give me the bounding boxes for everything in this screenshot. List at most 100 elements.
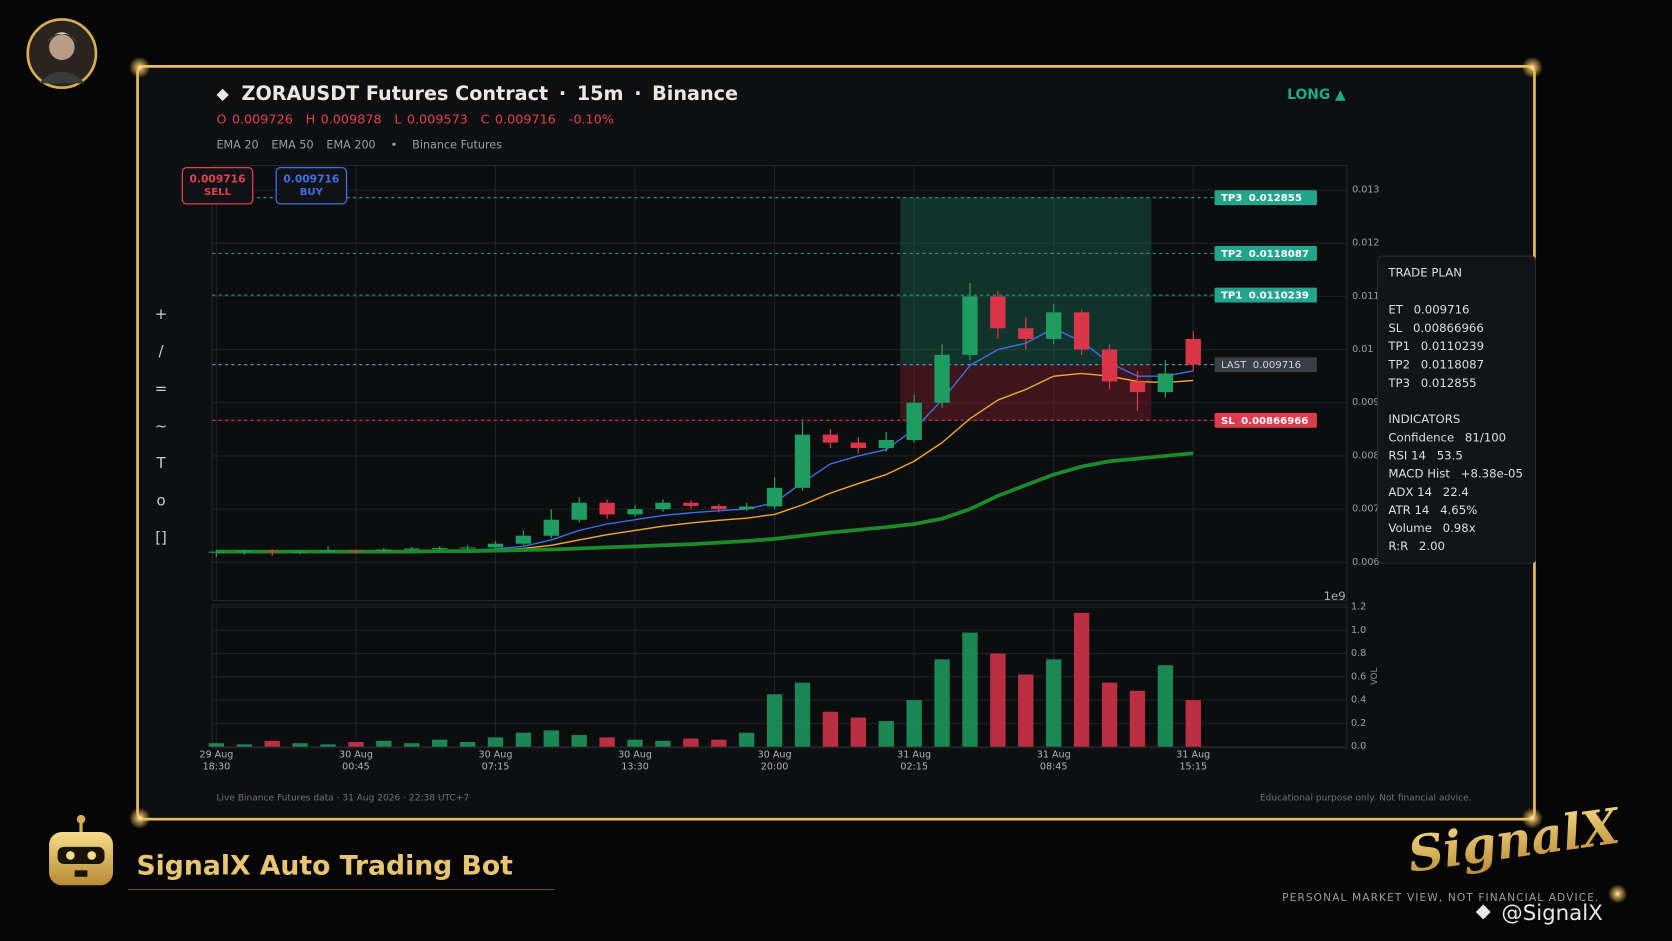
tool-button[interactable]: o	[156, 491, 165, 509]
volume-bar	[1018, 674, 1034, 747]
order-side: BUY	[300, 187, 324, 198]
ohlc-key: H	[306, 112, 316, 127]
level-label: SL 0.00866966	[1221, 416, 1308, 427]
frame-sparkles	[129, 56, 1628, 904]
tool-button[interactable]: []	[155, 529, 167, 547]
x-tick-label: 30 Aug	[479, 750, 513, 761]
volume-bar	[683, 738, 699, 747]
candle-body	[878, 439, 894, 448]
legend-entry: EMA 20	[216, 138, 258, 151]
y-exponent: 1e9	[1324, 589, 1346, 603]
plan-key: TP1	[1387, 339, 1410, 353]
bot-icon	[49, 814, 114, 886]
order-side: SELL	[204, 187, 232, 198]
candle-body	[487, 543, 504, 548]
order-price: 0.009716	[190, 172, 246, 185]
candle-body	[1101, 349, 1118, 382]
indicator-row: ADX 14 22.4	[1388, 484, 1468, 498]
x-tick-label: 30 Aug	[618, 750, 652, 761]
volume-bar	[962, 632, 978, 747]
candle-body	[348, 550, 364, 552]
order-button[interactable]	[181, 167, 254, 205]
level-badge	[1214, 412, 1317, 428]
volume-bar	[1101, 682, 1118, 747]
tool-button[interactable]: +	[155, 305, 168, 323]
y-tick-label: 0.008	[1352, 450, 1379, 461]
x-tick-label: 31 Aug	[1037, 750, 1071, 761]
volume-bar	[1073, 612, 1090, 747]
volume-bar	[711, 739, 727, 747]
volume-bar	[739, 732, 755, 747]
level-value: 0.0118087	[1249, 249, 1309, 260]
candle-body	[822, 434, 839, 443]
volume-bar	[1157, 665, 1174, 747]
ohlc-line: O 0.009726 H 0.009878 L 0.009573 C 0.009716 -0.1…	[216, 112, 613, 127]
candle-body	[459, 547, 476, 549]
brand-tagline: PERSONAL MARKET VIEW, NOT FINANCIAL ADVI…	[1282, 891, 1599, 904]
price-panel	[211, 164, 1348, 602]
indicator-key: Volume	[1388, 521, 1432, 535]
volume-bar	[850, 717, 867, 747]
volume-bar	[627, 739, 643, 747]
candle-body	[711, 505, 727, 510]
level-badge	[1214, 190, 1317, 206]
volume-bar	[571, 735, 587, 747]
volume-bar	[599, 737, 615, 747]
x-tick-time: 18:30	[203, 761, 231, 772]
indicator-value: 53.5	[1437, 448, 1463, 462]
legend-source: Binance Futures	[412, 138, 502, 151]
y-tick-label: 0.012	[1352, 238, 1379, 249]
level-value: 0.0110239	[1249, 291, 1309, 302]
volume-bar	[1129, 690, 1146, 747]
candle-body	[264, 551, 280, 553]
x-tick-time: 20:00	[761, 761, 789, 772]
level-badge	[1214, 357, 1317, 373]
candle-body	[655, 502, 671, 510]
tool-button[interactable]: ~	[155, 417, 168, 435]
avatar	[26, 18, 98, 90]
plan-key: SL	[1388, 320, 1402, 334]
indicator-row: MACD Hist +8.38e-05	[1388, 466, 1523, 480]
candle-body	[292, 551, 308, 553]
candle-body	[1073, 312, 1090, 350]
order-button[interactable]	[275, 167, 348, 205]
plan-value: 0.009716	[1414, 302, 1470, 316]
volume-bar	[1185, 700, 1201, 747]
brand-bot: SignalX Auto Trading Bot	[136, 851, 513, 882]
plan-row: SL 0.00866966	[1388, 320, 1483, 334]
panel-title: TRADE PLAN	[1387, 266, 1462, 280]
tool-button[interactable]: /	[158, 342, 164, 360]
chart-header: ◆ ZORAUSDT Futures Contract · 15m · Binance	[216, 82, 738, 105]
ohlc-key: C	[481, 112, 490, 127]
indicator-row: RSI 14 53.5	[1388, 448, 1462, 462]
candle-body	[850, 442, 867, 448]
x-tick-time: 15:15	[1179, 761, 1207, 772]
volume-bar	[404, 743, 420, 747]
footer-right: Educational purpose only. Not financial …	[1260, 793, 1472, 803]
indicator-row: Volume 0.98x	[1388, 521, 1475, 535]
level-label: TP2 0.0118087	[1221, 249, 1309, 260]
x-tick-label: 29 Aug	[199, 750, 233, 761]
candle-body	[627, 509, 643, 515]
volume-bar	[487, 737, 504, 747]
tool-button[interactable]: =	[155, 379, 168, 397]
volume-tick-label: 0.8	[1351, 648, 1366, 659]
header-interval: 15m	[577, 82, 624, 105]
volume-bar	[208, 743, 225, 747]
header-separator: ·	[634, 82, 641, 105]
level-label: TP3 0.012855	[1221, 193, 1302, 204]
volume-tick-label: 0.4	[1351, 695, 1366, 706]
ohlc-value: 0.009878	[321, 112, 382, 127]
plan-key: TP3	[1387, 375, 1410, 389]
legend-separator: •	[391, 138, 398, 151]
header-separator: ·	[559, 82, 566, 105]
volume-bar	[822, 711, 839, 747]
candle-body	[906, 402, 922, 440]
plan-key: TP2	[1387, 357, 1410, 371]
indicator-key: MACD Hist	[1388, 466, 1450, 480]
volume-bar	[766, 694, 783, 747]
candle-body	[543, 519, 559, 536]
ohlc-value: 0.009726	[232, 112, 293, 127]
indicator-key: Confidence	[1388, 430, 1454, 444]
tool-button[interactable]: T	[155, 454, 166, 472]
